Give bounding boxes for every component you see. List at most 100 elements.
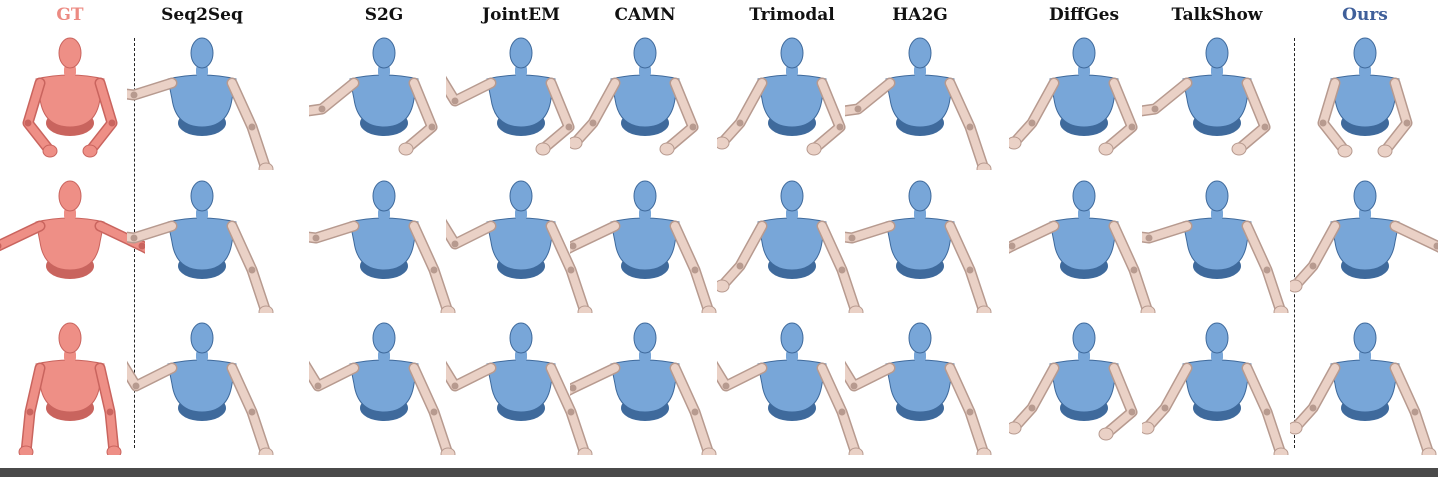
head: [1205, 180, 1229, 212]
torso: [1049, 217, 1119, 271]
torso: [35, 359, 105, 413]
head: [1205, 37, 1229, 69]
torso: [610, 74, 680, 128]
left-arm: [812, 220, 896, 244]
left-arm: [822, 77, 896, 120]
column-header-diffges: DiffGes: [1048, 5, 1120, 25]
figure-camn-row-2: [523, 178, 720, 319]
left-arm: [523, 362, 621, 417]
left-arm: [962, 220, 1060, 275]
column-header-gt: GT: [56, 5, 84, 25]
column-header-trimodal: Trimodal: [749, 5, 835, 25]
torso: [486, 359, 556, 413]
head: [633, 322, 657, 354]
right-arm: [535, 77, 575, 156]
right-arm: [226, 362, 274, 461]
head: [509, 322, 533, 354]
torso: [885, 217, 955, 271]
torso: [1182, 74, 1252, 128]
figure-talkshow-row-1: [1119, 35, 1292, 170]
torso: [1330, 74, 1400, 128]
right-arm: [398, 77, 438, 156]
head: [372, 37, 396, 69]
torso: [35, 217, 105, 271]
right-arm: [1377, 77, 1413, 158]
column-header-jointem: JointEM: [482, 5, 560, 25]
torso: [1182, 359, 1252, 413]
column-header-s2g: S2G: [364, 5, 404, 25]
head: [908, 180, 932, 212]
figure-gt-row-1: [0, 35, 145, 170]
head: [1072, 37, 1096, 69]
column-header-camn: CAMN: [614, 5, 676, 25]
head: [908, 322, 932, 354]
left-arm: [286, 77, 360, 120]
torso: [167, 359, 237, 413]
left-arm: [106, 343, 178, 392]
left-arm: [1006, 77, 1060, 150]
figure-talkshow-row-3: [1139, 320, 1292, 461]
figure-seq2seq-row-3: [106, 320, 277, 461]
head: [1353, 322, 1377, 354]
figure-s2g-row-2: [276, 178, 459, 319]
right-arm: [545, 362, 593, 461]
left-arm: [824, 343, 896, 392]
right-arm: [226, 220, 274, 319]
right-arm: [659, 77, 699, 156]
figure-s2g-row-3: [288, 320, 459, 461]
head: [1353, 37, 1377, 69]
head: [633, 180, 657, 212]
figure-trimodal-row-2: [714, 178, 867, 319]
figure-ha2g-row-1: [822, 35, 995, 176]
left-arm: [714, 220, 768, 293]
head: [509, 37, 533, 69]
bottom-rule: [0, 468, 1438, 477]
torso: [1049, 74, 1119, 128]
head: [1353, 180, 1377, 212]
torso: [885, 74, 955, 128]
torso: [610, 359, 680, 413]
head: [372, 180, 396, 212]
figure-jointem-row-1: [425, 35, 596, 170]
left-arm: [714, 77, 768, 150]
torso: [167, 217, 237, 271]
torso: [1330, 217, 1400, 271]
torso: [349, 359, 419, 413]
figure-diffges-row-1: [1006, 35, 1159, 170]
right-arm: [944, 362, 992, 461]
right-arm: [226, 77, 274, 176]
figure-gt-row-3: [0, 320, 145, 459]
head: [58, 322, 82, 354]
figure-diffges-row-3: [1006, 320, 1159, 455]
left-arm: [567, 77, 621, 150]
torso: [1049, 359, 1119, 413]
column-header-ours: Ours: [1342, 5, 1388, 25]
figure-trimodal-row-1: [714, 35, 867, 170]
right-arm: [545, 220, 593, 319]
torso: [885, 359, 955, 413]
figure-ha2g-row-2: [812, 178, 995, 319]
left-arm: [425, 201, 497, 250]
right-arm: [1098, 362, 1138, 441]
right-arm: [94, 362, 122, 459]
right-arm: [1231, 77, 1271, 156]
figure-gt-row-2: [0, 178, 192, 313]
torso: [1182, 217, 1252, 271]
figure-ha2g-row-3: [824, 320, 995, 461]
column-header-ha2g: HA2G: [892, 5, 948, 25]
left-arm: [18, 362, 46, 459]
head: [633, 37, 657, 69]
head: [190, 37, 214, 69]
head: [1072, 180, 1096, 212]
right-arm: [1389, 220, 1438, 253]
head: [780, 37, 804, 69]
right-arm: [1241, 362, 1289, 461]
left-arm: [94, 220, 178, 244]
figure-s2g-row-1: [286, 35, 459, 170]
figure-ours-row-1: [1290, 35, 1438, 170]
torso: [167, 74, 237, 128]
left-arm: [1109, 220, 1193, 244]
left-arm: [0, 220, 46, 252]
left-arm: [1287, 220, 1341, 293]
